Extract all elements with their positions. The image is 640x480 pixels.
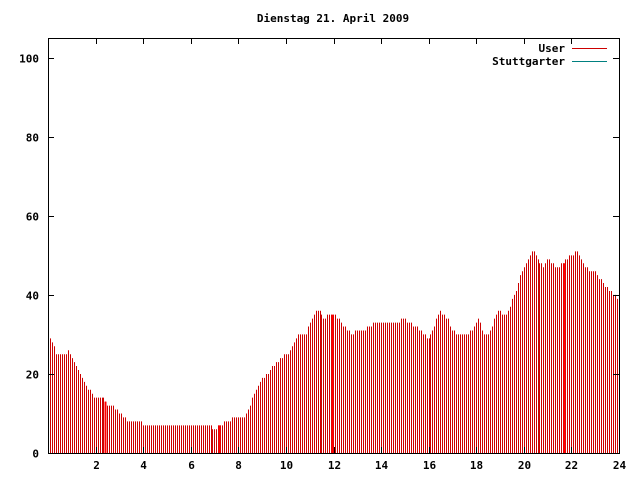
x-tick-label: 24: [613, 459, 627, 472]
y-tick-label: 60: [26, 211, 39, 224]
legend-label-stuttgarter: Stuttgarter: [492, 55, 565, 68]
y-tick-label: 100: [19, 53, 39, 66]
x-tick-label: 10: [280, 459, 293, 472]
y-tick-label: 80: [26, 132, 39, 145]
y-axis: 0 20 40 60 80 100: [19, 53, 619, 461]
bars-user: [48, 251, 620, 453]
x-tick-label: 4: [140, 459, 147, 472]
chart-title: Dienstag 21. April 2009: [257, 12, 409, 25]
legend-label-user: User: [539, 42, 566, 55]
x-tick-label: 12: [328, 459, 341, 472]
x-tick-label: 8: [235, 459, 242, 472]
x-tick-label: 20: [518, 459, 531, 472]
x-axis: 2 4 6 8 10 12 14 16 18 20 22 24: [93, 38, 626, 472]
legend: User Stuttgarter: [492, 42, 607, 68]
x-tick-label: 18: [470, 459, 483, 472]
x-tick-label: 2: [93, 459, 100, 472]
y-tick-label: 20: [26, 369, 39, 382]
x-tick-label: 22: [565, 459, 578, 472]
x-tick-label: 6: [188, 459, 195, 472]
x-tick-label: 16: [423, 459, 437, 472]
y-tick-label: 0: [32, 448, 39, 461]
y-tick-label: 40: [26, 290, 39, 303]
x-tick-label: 14: [375, 459, 389, 472]
